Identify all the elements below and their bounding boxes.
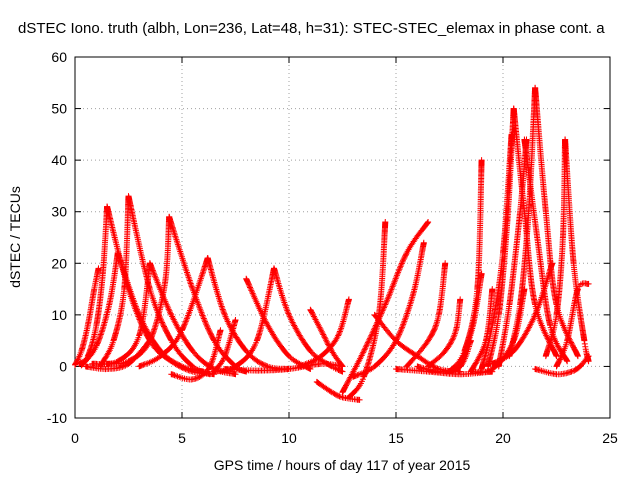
plus-markers — [542, 136, 569, 360]
y-tick-label: 0 — [59, 358, 67, 374]
x-tick-label: 25 — [602, 430, 618, 446]
x-tick-label: 20 — [495, 430, 511, 446]
plus-markers — [296, 296, 352, 370]
y-tick-label: 30 — [51, 204, 67, 220]
plus-markers — [532, 353, 592, 378]
data-arc — [393, 366, 496, 378]
plus-markers — [478, 131, 515, 372]
x-tick-label: 10 — [281, 430, 297, 446]
plus-markers — [393, 366, 496, 378]
plus-markers — [350, 239, 427, 380]
data-arc — [136, 255, 211, 370]
y-axis-label: dSTEC / TECUs — [7, 186, 23, 288]
y-tick-label: 40 — [51, 152, 67, 168]
plus-markers — [72, 265, 102, 368]
plus-markers — [76, 203, 111, 367]
x-axis-label: GPS time / hours of day 117 of year 2015 — [214, 457, 471, 473]
data-arc — [350, 239, 427, 380]
y-tick-label: 50 — [51, 101, 67, 117]
data-arc — [78, 250, 121, 369]
data-arc — [72, 265, 102, 368]
data-arc — [553, 280, 592, 370]
data-arc — [76, 203, 111, 367]
plus-markers — [339, 219, 432, 396]
plus-markers — [78, 250, 121, 369]
data-arc — [403, 260, 449, 370]
data-arc — [204, 255, 292, 372]
plus-markers — [553, 280, 592, 370]
y-tick-label: 10 — [51, 307, 67, 323]
data-arc — [425, 296, 464, 370]
plus-markers — [82, 337, 153, 373]
data-arc — [478, 131, 515, 372]
plus-markers — [168, 327, 224, 383]
x-tick-label: 5 — [178, 430, 186, 446]
chart-title: dSTEC Iono. truth (albh, Lon=236, Lat=48… — [18, 20, 605, 37]
data-arc — [339, 219, 432, 396]
plus-markers — [136, 255, 211, 370]
data-arc — [485, 105, 517, 370]
data-arc — [532, 353, 592, 378]
data-arc — [542, 136, 569, 360]
data-points — [72, 84, 592, 403]
y-tick-label: -10 — [47, 410, 67, 426]
y-tick-label: 60 — [51, 49, 67, 65]
x-tick-label: 15 — [388, 430, 404, 446]
data-arc — [82, 337, 153, 373]
data-arc — [296, 296, 352, 370]
plus-markers — [425, 296, 464, 370]
plus-markers — [204, 255, 292, 372]
plus-markers — [485, 105, 517, 370]
plot-frame — [74, 56, 611, 419]
data-arc — [168, 327, 224, 383]
x-tick-label: 0 — [71, 430, 79, 446]
plus-markers — [403, 260, 449, 370]
y-tick-label: 20 — [51, 255, 67, 271]
